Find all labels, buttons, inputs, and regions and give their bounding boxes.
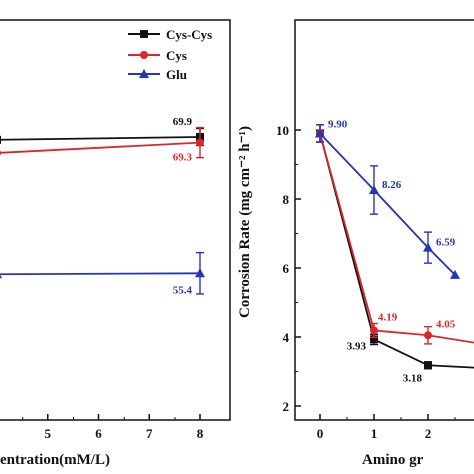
right-data-label-glu: 8.26 [382, 179, 402, 191]
legend-marker-glu [139, 69, 149, 78]
left-point-glu [0, 274, 2, 279]
right-y-tick-label: 2 [283, 399, 290, 414]
right-data-label-cys: 4.05 [436, 318, 456, 330]
left-data-label-cys: 69.3 [173, 152, 193, 164]
left-point-cys [0, 150, 1, 156]
right-point-cys-cys [370, 335, 378, 344]
left-point-cys-cys [0, 135, 1, 144]
right-y-axis-title: Corrosion Rate (mg cm⁻² h⁻¹) [237, 126, 253, 318]
right-line-cys-cys [319, 133, 474, 369]
right-line-cys [319, 133, 474, 344]
left-line-glu [0, 272, 201, 276]
right-y-tick-label: 8 [283, 192, 290, 207]
right-line-glu [319, 132, 456, 276]
right-ticks: 2 4 6 8 10 0 1 2 [276, 123, 456, 441]
left-line-cys [0, 141, 201, 154]
left-series: 69.9 69.3 55.4 [0, 116, 205, 296]
left-x-axis-title: entration(mM/L) [0, 452, 110, 468]
left-x-tick-label: 5 [45, 426, 52, 441]
right-point-glu [450, 269, 460, 279]
left-point-glu [195, 268, 205, 278]
right-x-tick-label: 1 [371, 426, 378, 441]
left-point-cys [196, 138, 204, 147]
right-series: 3.93 3.18 4.19 4.05 9.90 8.26 6.59 [315, 118, 474, 384]
right-point-cys-cys [424, 361, 432, 370]
left-plot-frame [0, 19, 231, 421]
right-panel: 2 4 6 8 10 0 1 2 3.93 3.18 4.19 4.05 9.90 8.26 6.59 C… [237, 19, 474, 468]
left-line-cys-cys [0, 136, 201, 141]
left-x-ticks: 5 6 7 8 [22, 414, 204, 441]
left-panel: 5 6 7 8 69.9 69.3 55.4 entration(mM/L) Cys-Cy… [0, 19, 231, 468]
right-x-axis-title: Amino gr [362, 452, 424, 468]
right-data-label-glu: 9.90 [328, 118, 348, 130]
right-data-label-cys-cys: 3.93 [347, 340, 367, 352]
left-data-label-glu: 55.4 [173, 284, 193, 296]
right-y-tick-label: 6 [283, 261, 290, 276]
legend: Cys-Cys Cys Glu [128, 27, 212, 82]
right-point-cys [424, 331, 432, 340]
right-data-label-cys-cys: 3.18 [403, 372, 423, 384]
right-point-glu [315, 128, 325, 138]
left-data-label-cys-cys: 69.9 [173, 116, 193, 128]
right-plot-frame [294, 19, 474, 421]
right-x-tick-label: 2 [425, 426, 432, 441]
right-point-glu [369, 185, 379, 195]
right-y-tick-label: 4 [283, 330, 290, 345]
left-x-tick-label: 8 [197, 426, 204, 441]
left-x-tick-label: 6 [95, 426, 102, 441]
right-y-tick-label: 10 [276, 123, 289, 138]
legend-label-glu: Glu [166, 67, 187, 82]
left-x-tick-label: 7 [146, 426, 153, 441]
legend-marker-cys-cys [140, 30, 148, 38]
legend-marker-cys [140, 51, 148, 59]
right-x-tick-label: 0 [317, 426, 324, 441]
right-data-label-cys: 4.19 [378, 311, 398, 323]
right-point-glu [423, 242, 433, 252]
legend-label-cys: Cys [166, 48, 187, 63]
right-data-label-glu: 6.59 [436, 237, 456, 249]
right-point-cys [370, 326, 378, 335]
legend-label-cys-cys: Cys-Cys [166, 27, 212, 42]
